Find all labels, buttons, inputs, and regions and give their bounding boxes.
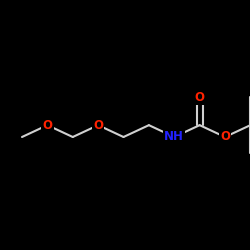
Text: O: O xyxy=(195,91,205,104)
Text: O: O xyxy=(42,119,52,132)
Text: O: O xyxy=(93,119,103,132)
Text: O: O xyxy=(220,130,230,143)
Text: NH: NH xyxy=(164,130,184,143)
